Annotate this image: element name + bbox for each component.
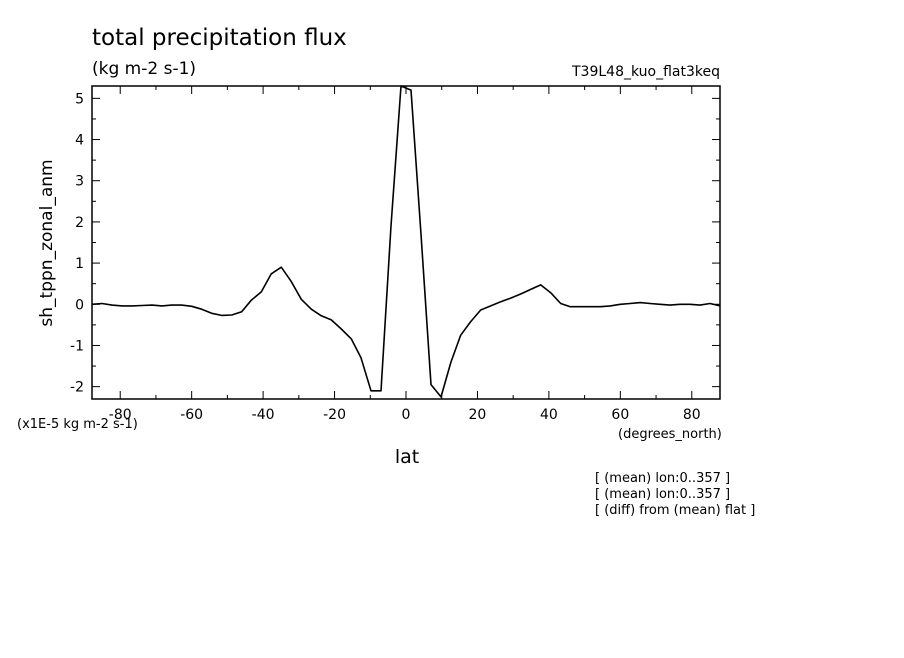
x-tick-label: 40 bbox=[540, 407, 558, 423]
chart-title: total precipitation flux bbox=[92, 25, 347, 51]
plot-frame bbox=[91, 85, 721, 400]
x-tick-label: 80 bbox=[683, 407, 701, 423]
chart-subtitle: (kg m-2 s-1) bbox=[92, 59, 196, 79]
series-layer bbox=[91, 85, 721, 398]
series-line-0 bbox=[91, 85, 721, 398]
y-axis-ticks: -2 -1 0 1 2 3 4 5 bbox=[70, 91, 720, 396]
y-tick-label: -2 bbox=[70, 380, 84, 396]
y-tick-label: 3 bbox=[75, 174, 84, 190]
x-axis-label: lat bbox=[395, 446, 419, 468]
x-tick-label: -20 bbox=[323, 407, 346, 423]
y-axis-label: sh_tppn_zonal_anm bbox=[37, 159, 57, 326]
y-tick-label: 0 bbox=[75, 297, 84, 313]
x-units-label: (degrees_north) bbox=[618, 427, 722, 442]
y-tick-label: 5 bbox=[75, 91, 84, 107]
x-tick-label: -80 bbox=[109, 407, 132, 423]
y-tick-label: 2 bbox=[75, 215, 84, 231]
y-tick-label: 4 bbox=[75, 133, 84, 149]
note-line-2: [ (mean) lon:0..357 ] bbox=[595, 487, 730, 502]
note-line-1: [ (mean) lon:0..357 ] bbox=[595, 471, 730, 486]
x-tick-label: 20 bbox=[469, 407, 487, 423]
x-axis-ticks: -80 -60 -40 -20 0 20 40 60 80 bbox=[109, 86, 701, 423]
y-tick-label: 1 bbox=[75, 256, 84, 272]
x-tick-label: -40 bbox=[252, 407, 275, 423]
y-tick-label: -1 bbox=[70, 338, 84, 354]
run-id-label: T39L48_kuo_flat3keq bbox=[571, 64, 720, 80]
y-scale-note: (x1E-5 kg m-2 s-1) bbox=[17, 417, 138, 432]
x-tick-label: 60 bbox=[611, 407, 629, 423]
note-line-3: [ (diff) from (mean) flat ] bbox=[595, 503, 755, 518]
x-tick-label: 0 bbox=[402, 407, 411, 423]
x-tick-label: -60 bbox=[180, 407, 203, 423]
